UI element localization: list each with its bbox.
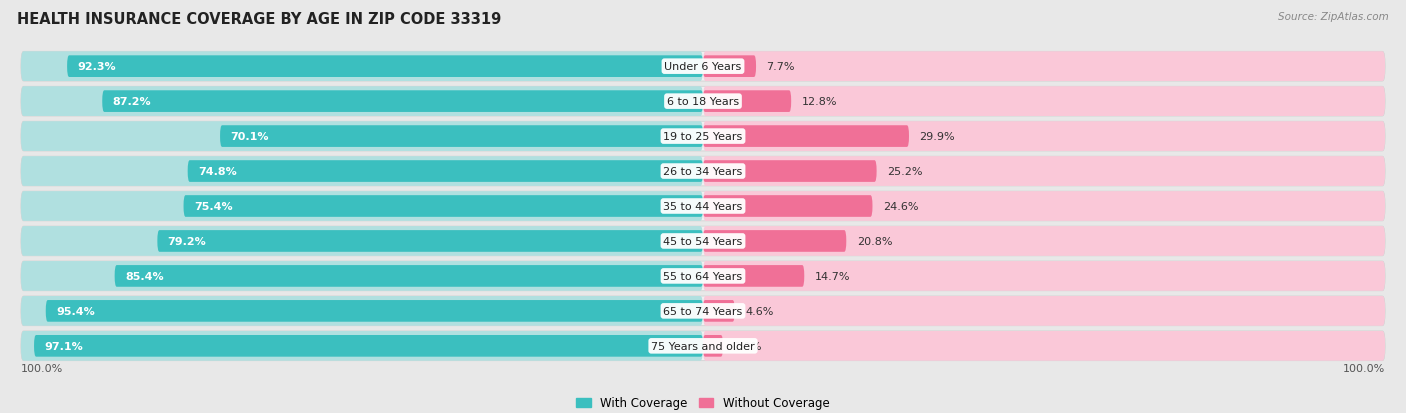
FancyBboxPatch shape <box>21 331 703 361</box>
Text: 92.3%: 92.3% <box>77 62 117 72</box>
FancyBboxPatch shape <box>21 122 703 152</box>
FancyBboxPatch shape <box>703 157 1385 186</box>
Text: 75.4%: 75.4% <box>194 202 232 211</box>
FancyBboxPatch shape <box>115 266 703 287</box>
FancyBboxPatch shape <box>187 161 703 183</box>
Text: 100.0%: 100.0% <box>1343 363 1385 373</box>
Text: 4.6%: 4.6% <box>745 306 773 316</box>
FancyBboxPatch shape <box>21 192 703 221</box>
FancyBboxPatch shape <box>21 192 1385 221</box>
FancyBboxPatch shape <box>34 335 703 357</box>
Text: 26 to 34 Years: 26 to 34 Years <box>664 166 742 177</box>
Text: 25.2%: 25.2% <box>887 166 922 177</box>
Text: 7.7%: 7.7% <box>766 62 794 72</box>
Text: 20.8%: 20.8% <box>856 236 893 247</box>
FancyBboxPatch shape <box>21 157 703 186</box>
Text: Source: ZipAtlas.com: Source: ZipAtlas.com <box>1278 12 1389 22</box>
FancyBboxPatch shape <box>21 157 1385 186</box>
FancyBboxPatch shape <box>21 261 703 291</box>
Text: 97.1%: 97.1% <box>45 341 83 351</box>
FancyBboxPatch shape <box>703 192 1385 221</box>
FancyBboxPatch shape <box>703 87 1385 117</box>
Text: 19 to 25 Years: 19 to 25 Years <box>664 132 742 142</box>
FancyBboxPatch shape <box>703 126 910 147</box>
Text: 65 to 74 Years: 65 to 74 Years <box>664 306 742 316</box>
Text: 95.4%: 95.4% <box>56 306 94 316</box>
Text: 2.9%: 2.9% <box>734 341 762 351</box>
Text: 45 to 54 Years: 45 to 54 Years <box>664 236 742 247</box>
Legend: With Coverage, Without Coverage: With Coverage, Without Coverage <box>572 392 834 413</box>
Text: 12.8%: 12.8% <box>801 97 837 107</box>
FancyBboxPatch shape <box>703 91 792 113</box>
Text: 79.2%: 79.2% <box>167 236 207 247</box>
Text: HEALTH INSURANCE COVERAGE BY AGE IN ZIP CODE 33319: HEALTH INSURANCE COVERAGE BY AGE IN ZIP … <box>17 12 501 27</box>
FancyBboxPatch shape <box>703 56 756 78</box>
FancyBboxPatch shape <box>21 87 1385 117</box>
FancyBboxPatch shape <box>21 261 1385 291</box>
Text: 87.2%: 87.2% <box>112 97 152 107</box>
Text: 70.1%: 70.1% <box>231 132 269 142</box>
FancyBboxPatch shape <box>703 300 735 322</box>
Text: 100.0%: 100.0% <box>21 363 63 373</box>
Text: 75 Years and older: 75 Years and older <box>651 341 755 351</box>
Text: 6 to 18 Years: 6 to 18 Years <box>666 97 740 107</box>
FancyBboxPatch shape <box>21 52 703 82</box>
FancyBboxPatch shape <box>67 56 703 78</box>
Text: 29.9%: 29.9% <box>920 132 955 142</box>
Text: 85.4%: 85.4% <box>125 271 163 281</box>
FancyBboxPatch shape <box>21 87 703 117</box>
FancyBboxPatch shape <box>703 161 876 183</box>
FancyBboxPatch shape <box>703 196 873 217</box>
FancyBboxPatch shape <box>703 261 1385 291</box>
FancyBboxPatch shape <box>184 196 703 217</box>
FancyBboxPatch shape <box>703 331 1385 361</box>
FancyBboxPatch shape <box>21 296 1385 326</box>
Text: 14.7%: 14.7% <box>814 271 851 281</box>
FancyBboxPatch shape <box>703 296 1385 326</box>
FancyBboxPatch shape <box>221 126 703 147</box>
Text: 24.6%: 24.6% <box>883 202 918 211</box>
FancyBboxPatch shape <box>21 331 1385 361</box>
FancyBboxPatch shape <box>703 230 846 252</box>
Text: 55 to 64 Years: 55 to 64 Years <box>664 271 742 281</box>
FancyBboxPatch shape <box>703 335 723 357</box>
FancyBboxPatch shape <box>21 227 1385 256</box>
FancyBboxPatch shape <box>21 227 703 256</box>
FancyBboxPatch shape <box>46 300 703 322</box>
FancyBboxPatch shape <box>103 91 703 113</box>
FancyBboxPatch shape <box>21 52 1385 82</box>
FancyBboxPatch shape <box>703 122 1385 152</box>
FancyBboxPatch shape <box>21 296 703 326</box>
FancyBboxPatch shape <box>21 122 1385 152</box>
Text: 35 to 44 Years: 35 to 44 Years <box>664 202 742 211</box>
FancyBboxPatch shape <box>703 227 1385 256</box>
Text: 74.8%: 74.8% <box>198 166 236 177</box>
Text: Under 6 Years: Under 6 Years <box>665 62 741 72</box>
FancyBboxPatch shape <box>157 230 703 252</box>
FancyBboxPatch shape <box>703 266 804 287</box>
FancyBboxPatch shape <box>703 52 1385 82</box>
